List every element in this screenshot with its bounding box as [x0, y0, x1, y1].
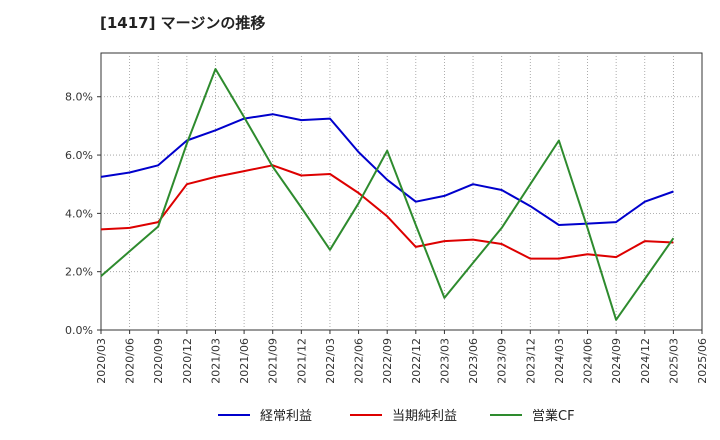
- x-tick-label: 2022/09: [381, 338, 394, 384]
- y-tick-label: 2.0%: [65, 266, 93, 279]
- x-tick-label: 2023/09: [496, 338, 509, 384]
- x-tick-label: 2021/12: [295, 338, 308, 384]
- chart-title: [1417] マージンの推移: [100, 14, 266, 32]
- x-tick-label: 2022/12: [410, 338, 423, 384]
- x-tick-label: 2024/03: [553, 338, 566, 384]
- x-tick-label: 2021/09: [267, 338, 280, 384]
- y-tick-label: 0.0%: [65, 324, 93, 337]
- x-tick-label: 2024/12: [639, 338, 652, 384]
- x-tick-label: 2024/09: [610, 338, 623, 384]
- x-tick-label: 2025/06: [696, 338, 709, 384]
- y-tick-label: 8.0%: [65, 91, 93, 104]
- x-tick-label: 2021/03: [209, 338, 222, 384]
- x-tick-label: 2020/12: [181, 338, 194, 384]
- x-tick-label: 2021/06: [238, 338, 251, 384]
- legend-label: 当期純利益: [392, 409, 457, 424]
- x-tick-label: 2022/06: [353, 338, 366, 384]
- legend-label: 営業CF: [532, 408, 575, 424]
- x-tick-label: 2022/03: [324, 338, 337, 384]
- series-line-3: [100, 68, 675, 321]
- x-tick-label: 2020/06: [124, 338, 137, 384]
- y-tick-label: 6.0%: [65, 149, 93, 162]
- x-tick-label: 2023/03: [438, 338, 451, 384]
- x-tick-label: 2023/12: [524, 338, 537, 384]
- y-tick-label: 4.0%: [65, 207, 93, 220]
- legend-label: 経常利益: [260, 409, 312, 424]
- x-tick-label: 2025/03: [667, 338, 680, 384]
- x-tick-label: 2020/09: [152, 338, 165, 384]
- x-tick-label: 2023/06: [467, 338, 480, 384]
- series-line-1: [100, 113, 674, 226]
- series-line-2: [100, 164, 674, 260]
- x-tick-label: 2024/06: [582, 338, 595, 384]
- x-tick-label: 2020/03: [95, 338, 108, 384]
